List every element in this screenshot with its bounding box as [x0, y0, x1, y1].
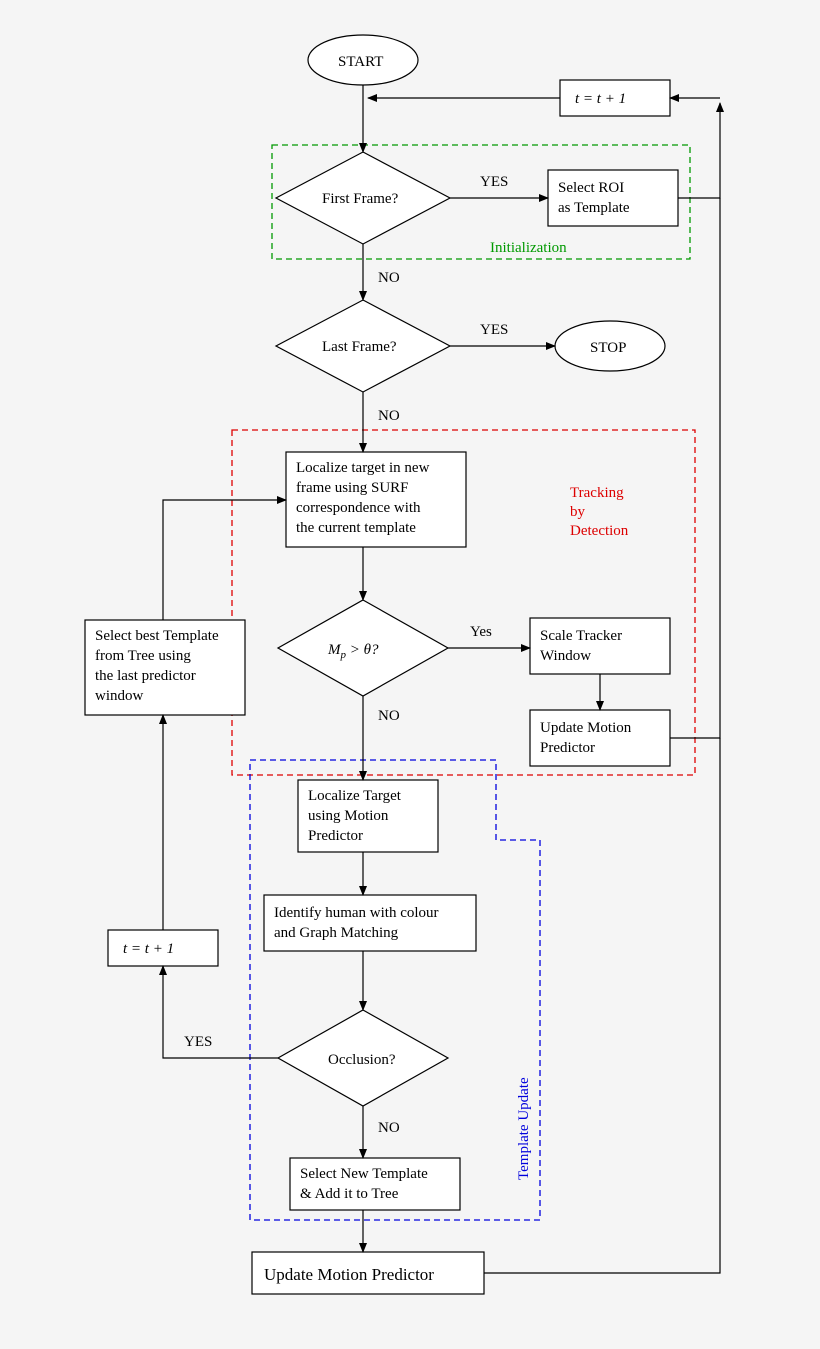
node-identify-human — [264, 895, 476, 951]
node-select-best-l3: the last predictor — [95, 668, 196, 684]
node-select-best-l4: window — [95, 688, 144, 704]
region-tracking-label-3: Detection — [570, 523, 629, 539]
node-localize-mp-l2: using Motion — [308, 808, 389, 824]
node-update-mp-right-l2: Predictor — [540, 740, 595, 756]
node-identify-l1: Identify human with colour — [274, 905, 439, 921]
region-template-update-label: Template Update — [516, 1077, 532, 1180]
node-first-frame-label: First Frame? — [322, 191, 399, 207]
edge-occ-yes-label: YES — [184, 1034, 212, 1050]
edge-mp-no-label: NO — [378, 708, 400, 724]
node-update-mp-right-l1: Update Motion — [540, 720, 632, 736]
node-start-label: START — [338, 54, 383, 70]
node-localize-mp-l1: Localize Target — [308, 788, 402, 804]
flowchart: Initialization Tracking by Detection Tem… — [0, 0, 820, 1349]
edge-updmp-bottom-out — [484, 738, 720, 1273]
node-localize-mp-l3: Predictor — [308, 828, 363, 844]
node-select-roi — [548, 170, 678, 226]
node-localize-surf-l1: Localize target in new — [296, 460, 430, 476]
node-select-new-template-l2: & Add it to Tree — [300, 1186, 399, 1202]
node-localize-surf-l3: correspondence with — [296, 500, 421, 516]
node-select-roi-l1: Select ROI — [558, 180, 624, 196]
node-scale-tracker-l2: Window — [540, 648, 591, 664]
edge-selbest-to-surf — [163, 500, 286, 620]
node-scale-tracker — [530, 618, 670, 674]
region-tracking-label-1: Tracking — [570, 485, 624, 501]
edge-lastframe-no-label: NO — [378, 408, 400, 424]
node-stop-label: STOP — [590, 340, 626, 356]
region-initialization-label: Initialization — [490, 240, 567, 256]
node-update-mp-bottom-label: Update Motion Predictor — [264, 1265, 434, 1284]
node-localize-surf-l4: the current template — [296, 520, 416, 536]
edge-mp-yes-label: Yes — [470, 624, 492, 640]
edge-firstframe-yes-label: YES — [480, 174, 508, 190]
region-tracking-label-2: by — [570, 504, 586, 520]
node-t-increment-top-label: t = t + 1 — [575, 91, 626, 107]
node-select-roi-l2: as Template — [558, 200, 630, 216]
node-identify-l2: and Graph Matching — [274, 925, 399, 941]
node-update-mp-right — [530, 710, 670, 766]
node-select-best-l1: Select best Template — [95, 628, 219, 644]
node-select-best-l2: from Tree using — [95, 648, 191, 664]
edge-firstframe-no-label: NO — [378, 270, 400, 286]
node-scale-tracker-l1: Scale Tracker — [540, 628, 622, 644]
node-localize-surf-l2: frame using SURF — [296, 480, 409, 496]
node-occlusion-label: Occlusion? — [328, 1052, 396, 1068]
edge-selectroi-out — [678, 103, 720, 198]
node-select-new-template-l1: Select New Template — [300, 1166, 428, 1182]
edge-occ-yes — [163, 966, 278, 1058]
edge-lastframe-yes-label: YES — [480, 322, 508, 338]
edge-occ-no-label: NO — [378, 1120, 400, 1136]
node-t-increment-left-label: t = t + 1 — [123, 941, 174, 957]
node-last-frame-label: Last Frame? — [322, 339, 397, 355]
